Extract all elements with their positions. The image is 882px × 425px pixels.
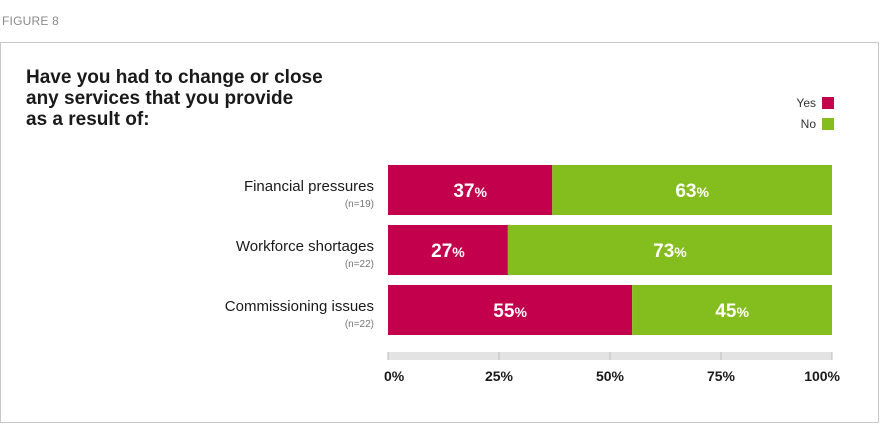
category-label-financial-pressures: Financial pressures [244,178,374,195]
x-tick-label-0: 0% [384,368,405,384]
legend-label-no: No [800,117,816,131]
category-label-commissioning-issues: Commissioning issues [225,298,374,315]
data-label-workforce-shortages-yes: 27% [431,241,465,262]
bar-commissioning-issues-no [632,285,832,335]
figure-label: FIGURE 8 [2,14,59,28]
x-tick-label-100: 100% [804,368,840,384]
bar-workforce-shortages-yes [388,225,508,275]
chart-legend: Yes No [796,96,834,138]
legend-label-yes: Yes [796,96,816,110]
legend-swatch-yes [822,97,834,109]
category-label-workforce-shortages: Workforce shortages [236,238,374,255]
legend-swatch-no [822,118,834,130]
x-tick-label-50: 50% [596,368,625,384]
chart-title-line-2: any services that you provide [26,88,294,109]
data-label-workforce-shortages-no: 73% [653,241,687,262]
legend-item-no: No [796,117,834,131]
data-label-commissioning-issues-yes: 55% [493,301,527,322]
sample-size-workforce-shortages: (n=22) [345,259,374,270]
legend-item-yes: Yes [796,96,834,110]
bar-workforce-shortages-no [507,225,832,275]
sample-size-commissioning-issues: (n=22) [345,319,374,330]
bar-commissioning-issues-yes [388,285,633,335]
x-tick-label-25: 25% [485,368,514,384]
bar-financial-pressures-yes [388,165,553,215]
data-label-financial-pressures-no: 63% [675,181,709,202]
sample-size-financial-pressures: (n=19) [345,199,374,210]
chart-title-line-3: as a result of: [26,109,150,130]
bar-financial-pressures-no [552,165,832,215]
chart-title-line-1: Have you had to change or close [26,67,323,88]
data-label-financial-pressures-yes: 37% [453,181,487,202]
chart-title: Have you had to change or close any serv… [26,67,356,130]
figure-frame [0,42,879,423]
data-label-commissioning-issues-no: 45% [715,301,749,322]
x-tick-label-75: 75% [707,368,736,384]
